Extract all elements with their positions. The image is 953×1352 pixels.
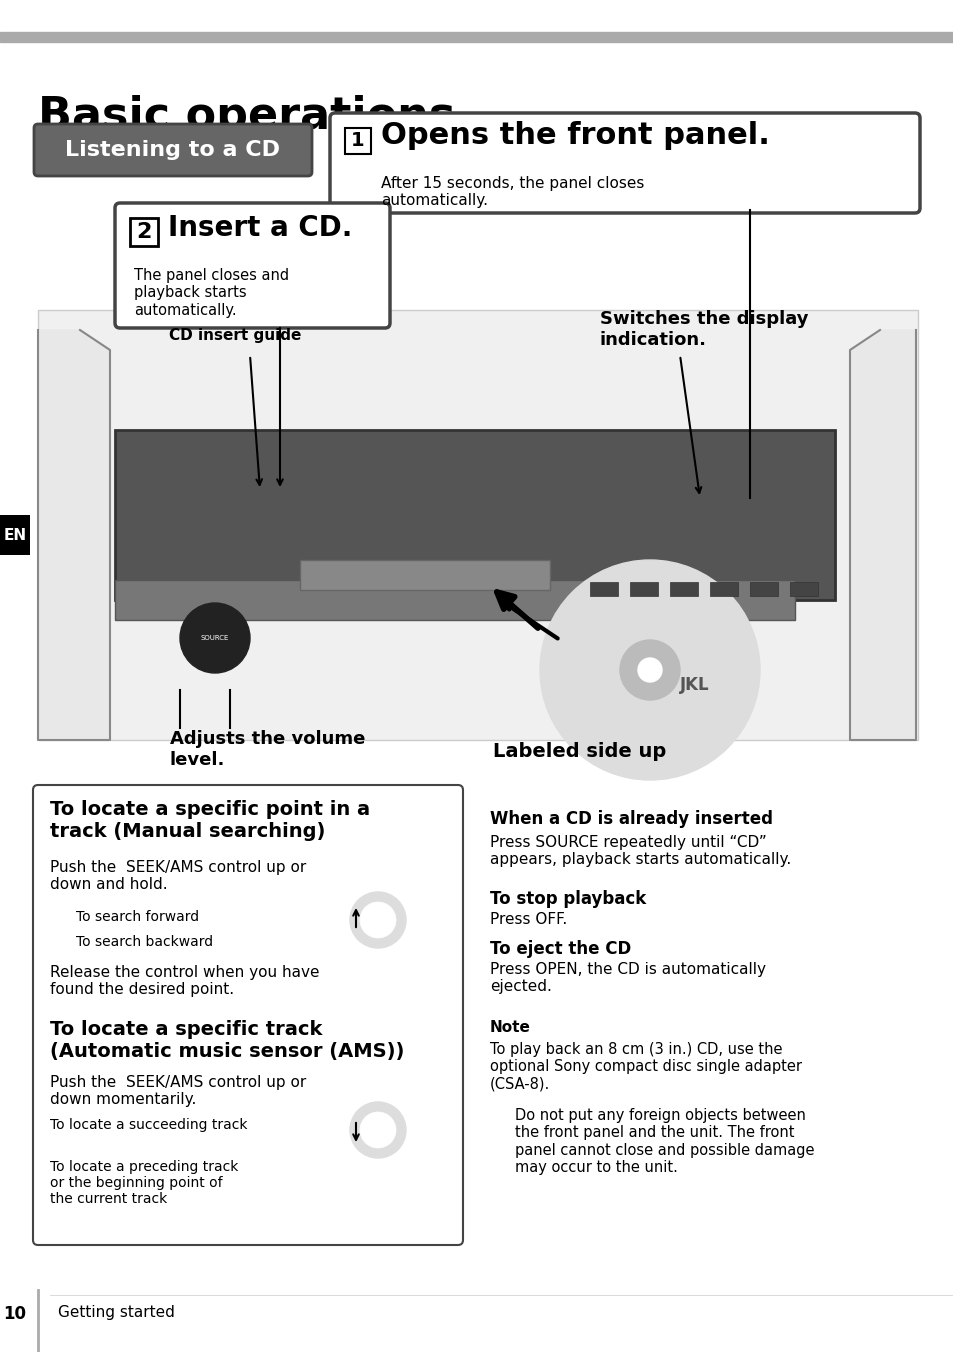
- FancyBboxPatch shape: [330, 114, 919, 214]
- Bar: [115, 580, 794, 621]
- Polygon shape: [849, 330, 915, 740]
- Text: Opens the front panel.: Opens the front panel.: [380, 122, 769, 150]
- Text: JKL: JKL: [679, 676, 709, 694]
- Bar: [345, 128, 371, 154]
- Text: Switches the display
indication.: Switches the display indication.: [599, 310, 807, 349]
- Text: 1: 1: [351, 131, 364, 150]
- Text: Press SOURCE repeatedly until “CD”
appears, playback starts automatically.: Press SOURCE repeatedly until “CD” appea…: [490, 836, 790, 868]
- Text: To search forward: To search forward: [76, 910, 199, 923]
- Bar: [749, 581, 778, 596]
- Circle shape: [619, 639, 679, 700]
- Text: Do not put any foreign objects between
the front panel and the unit. The front
p: Do not put any foreign objects between t…: [515, 1109, 814, 1175]
- Text: Note: Note: [490, 1019, 530, 1036]
- Text: EN: EN: [4, 527, 27, 542]
- Text: The panel closes and
playback starts
automatically.: The panel closes and playback starts aut…: [133, 268, 289, 318]
- Bar: [299, 560, 550, 589]
- FancyBboxPatch shape: [115, 203, 390, 329]
- FancyBboxPatch shape: [34, 124, 312, 176]
- Text: To eject the CD: To eject the CD: [490, 940, 631, 959]
- Text: Insert a CD.: Insert a CD.: [168, 214, 352, 242]
- Text: To locate a specific track
(Automatic music sensor (AMS)): To locate a specific track (Automatic mu…: [50, 1019, 404, 1061]
- Text: Press OFF.: Press OFF.: [490, 913, 567, 927]
- Text: Basic operations: Basic operations: [38, 95, 455, 138]
- Text: 10: 10: [4, 1305, 27, 1324]
- Text: Release the control when you have
found the desired point.: Release the control when you have found …: [50, 965, 319, 998]
- Text: To play back an 8 cm (3 in.) CD, use the
optional Sony compact disc single adapt: To play back an 8 cm (3 in.) CD, use the…: [490, 1042, 801, 1092]
- FancyBboxPatch shape: [33, 786, 462, 1245]
- Text: Getting started: Getting started: [58, 1305, 174, 1320]
- Bar: [115, 430, 834, 600]
- Circle shape: [638, 658, 661, 681]
- Circle shape: [359, 902, 395, 938]
- Text: SOURCE: SOURCE: [200, 635, 229, 641]
- Bar: [0, 515, 30, 556]
- Text: Adjusts the volume
level.: Adjusts the volume level.: [170, 730, 365, 769]
- Text: After 15 seconds, the panel closes
automatically.: After 15 seconds, the panel closes autom…: [380, 176, 643, 208]
- Circle shape: [350, 1102, 406, 1159]
- Bar: [589, 581, 618, 596]
- Text: To locate a succeeding track: To locate a succeeding track: [50, 1118, 247, 1132]
- Text: Press OPEN, the CD is automatically
ejected.: Press OPEN, the CD is automatically ejec…: [490, 963, 765, 995]
- Text: 2: 2: [136, 222, 152, 242]
- Text: When a CD is already inserted: When a CD is already inserted: [490, 810, 772, 827]
- Circle shape: [359, 1111, 395, 1148]
- Text: CD insert guide: CD insert guide: [169, 329, 301, 343]
- Text: To stop playback: To stop playback: [490, 890, 645, 909]
- Bar: [709, 581, 738, 596]
- Circle shape: [539, 560, 760, 780]
- Bar: [629, 581, 658, 596]
- Bar: [789, 581, 817, 596]
- Bar: [669, 581, 698, 596]
- Bar: [130, 218, 158, 246]
- Text: To locate a specific point in a
track (Manual searching): To locate a specific point in a track (M…: [50, 800, 370, 841]
- Text: Push the  SEEK/AMS control up or
down momentarily.: Push the SEEK/AMS control up or down mom…: [50, 1075, 306, 1107]
- Text: Labeled side up: Labeled side up: [493, 742, 666, 761]
- Text: To search backward: To search backward: [76, 936, 213, 949]
- Text: Push the  SEEK/AMS control up or
down and hold.: Push the SEEK/AMS control up or down and…: [50, 860, 306, 892]
- Bar: [38, 310, 917, 740]
- Polygon shape: [38, 330, 110, 740]
- Text: To locate a preceding track
or the beginning point of
the current track: To locate a preceding track or the begin…: [50, 1160, 238, 1206]
- Circle shape: [180, 603, 250, 673]
- Bar: [0, 32, 953, 42]
- Text: Listening to a CD: Listening to a CD: [66, 141, 280, 160]
- Circle shape: [350, 892, 406, 948]
